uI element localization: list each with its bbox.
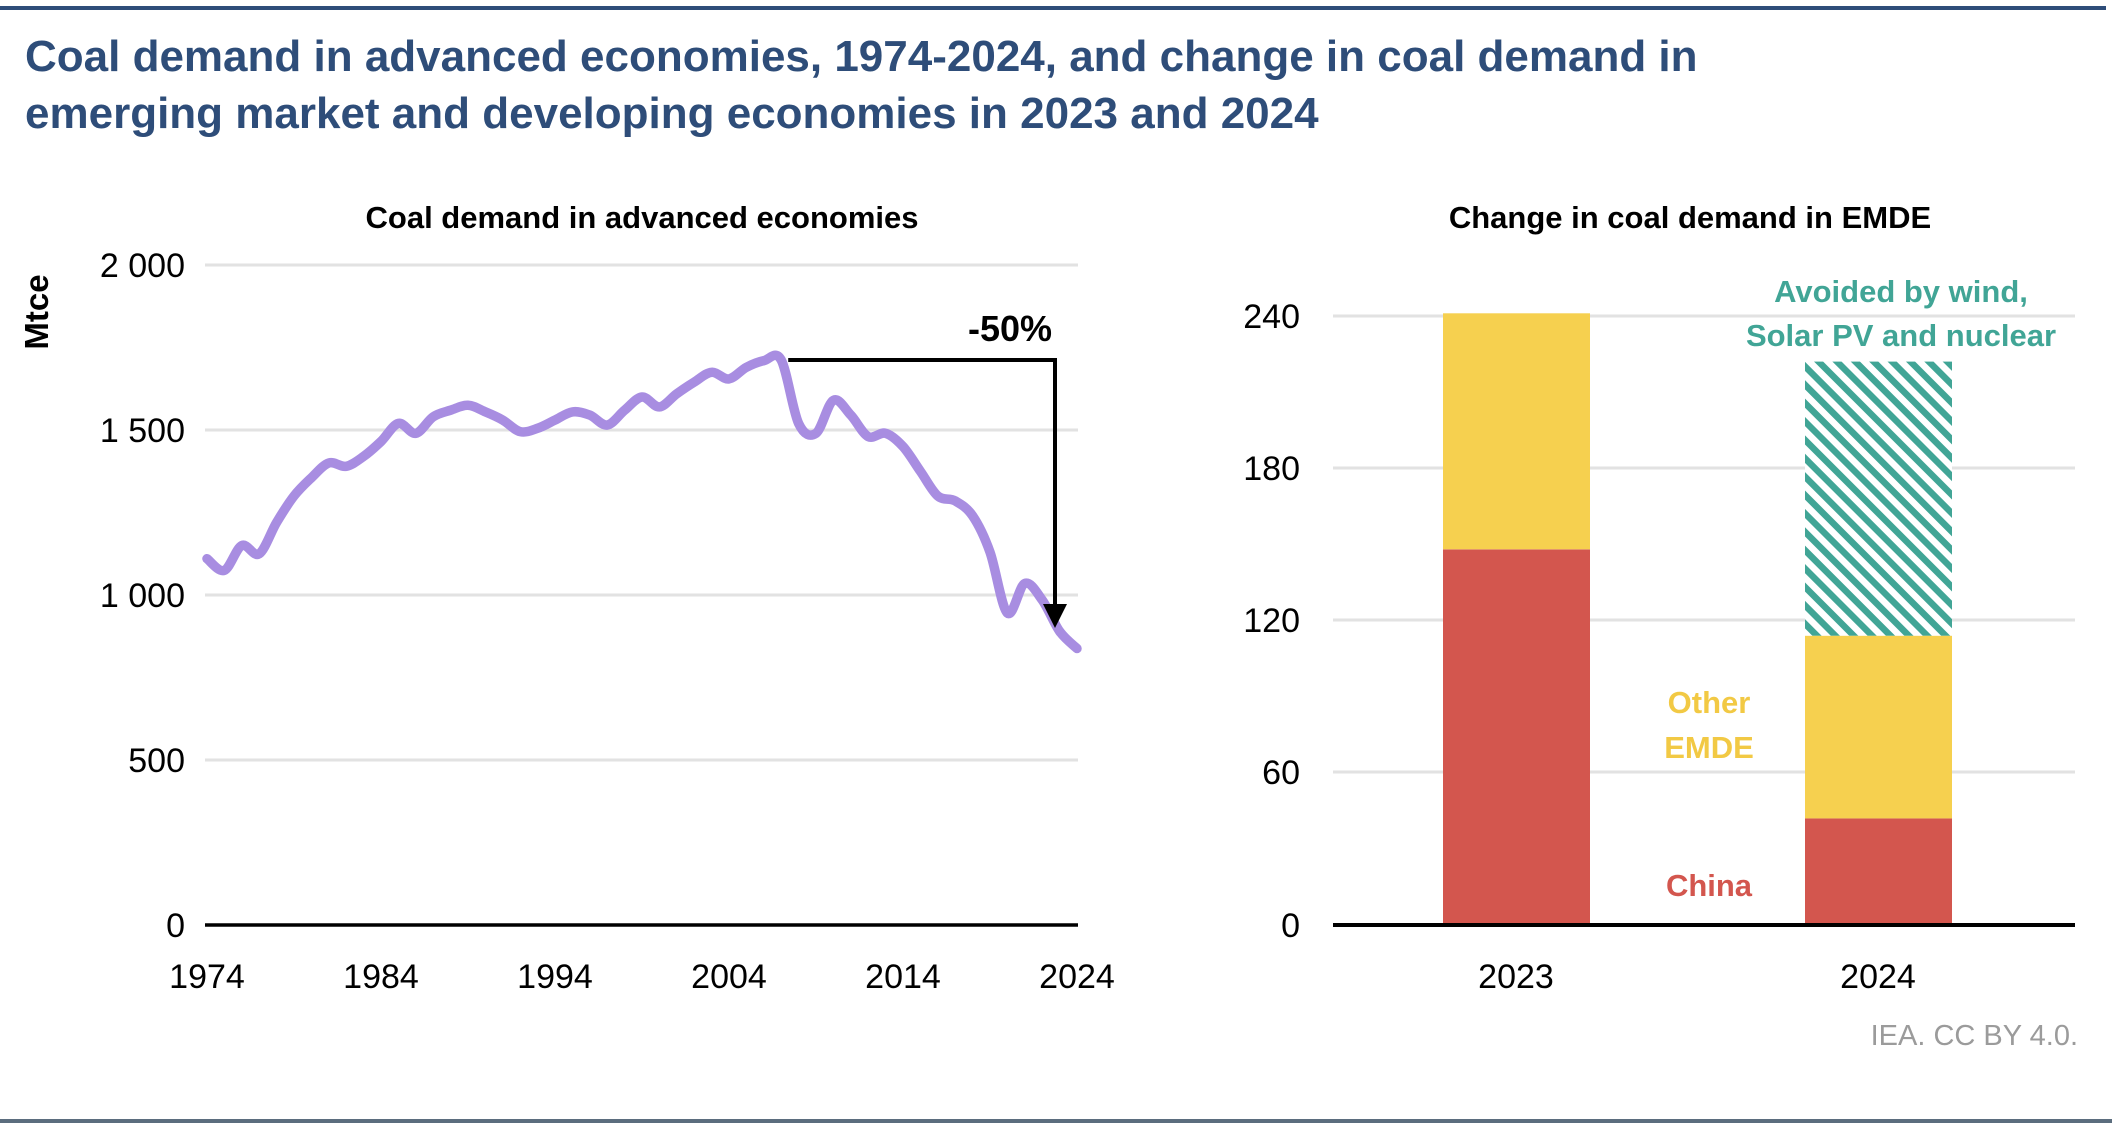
- bar-chart: 240 180 120 60 0 2023 2024: [1243, 298, 2075, 996]
- coal-demand-line: [202, 350, 1082, 654]
- y-tick: 1 500: [100, 412, 185, 450]
- x-tick: 1994: [517, 958, 593, 996]
- decline-annotation-arrow: [788, 358, 1067, 628]
- y-axis-unit-label: Mtce: [18, 274, 55, 349]
- stacked-bars: [1443, 313, 1952, 925]
- line-chart-y-tick-labels: 2 000 1 500 1 000 500 0: [100, 247, 185, 945]
- y-tick: 180: [1243, 450, 1300, 488]
- y-tick: 0: [166, 907, 185, 945]
- arrowhead-icon: [1043, 604, 1067, 628]
- y-tick: 1 000: [100, 577, 185, 615]
- bar-chart-x-tick-labels: 2023 2024: [1478, 958, 1916, 996]
- top-rule: [0, 6, 2106, 10]
- x-tick: 2024: [1840, 958, 1916, 996]
- bar-segment-2024-other-emde: [1805, 635, 1952, 819]
- avoided-series-label: Avoided by wind, Solar PV and nuclear: [1745, 274, 2057, 353]
- line-chart-title: Coal demand in advanced economies: [365, 200, 919, 235]
- x-tick: 2024: [1039, 958, 1115, 996]
- bar-segment-2023-china: [1443, 549, 1590, 925]
- line-chart-gridlines: [205, 263, 1078, 762]
- license-note: IEA. CC BY 4.0.: [1870, 1020, 2078, 1052]
- y-tick: 60: [1262, 754, 1300, 792]
- bottom-rule: [0, 1119, 2112, 1123]
- x-tick: 2004: [691, 958, 767, 996]
- x-tick: 1984: [343, 958, 419, 996]
- bar-segment-2023-other-emde: [1443, 313, 1590, 550]
- y-tick: 2 000: [100, 247, 185, 285]
- bar-chart-y-tick-labels: 240 180 120 60 0: [1243, 298, 1300, 945]
- bar-segment-2024-avoided-by-wind-solar-pv-and-nuclear: [1805, 361, 1952, 636]
- bar-segment-2024-china: [1805, 818, 1952, 925]
- x-tick: 2014: [865, 958, 941, 996]
- line-chart-x-tick-labels: 1974 1984 1994 2004 2014 2024: [169, 958, 1115, 996]
- x-tick: 1974: [169, 958, 245, 996]
- y-tick: 120: [1243, 602, 1300, 640]
- page-title: Coal demand in advanced economies, 1974-…: [25, 32, 1698, 138]
- bar-chart-title: Change in coal demand in EMDE: [1448, 200, 1932, 235]
- y-tick: 0: [1281, 907, 1300, 945]
- china-series-label: China: [1665, 868, 1753, 903]
- decline-percent-label: -50%: [967, 308, 1052, 349]
- line-chart: 2 000 1 500 1 000 500 0 Mtce 1974 1984 1…: [18, 247, 1115, 996]
- y-tick: 500: [128, 742, 185, 780]
- other-emde-series-label: Other EMDE: [1664, 685, 1754, 765]
- y-tick: 240: [1243, 298, 1300, 336]
- x-tick: 2023: [1478, 958, 1554, 996]
